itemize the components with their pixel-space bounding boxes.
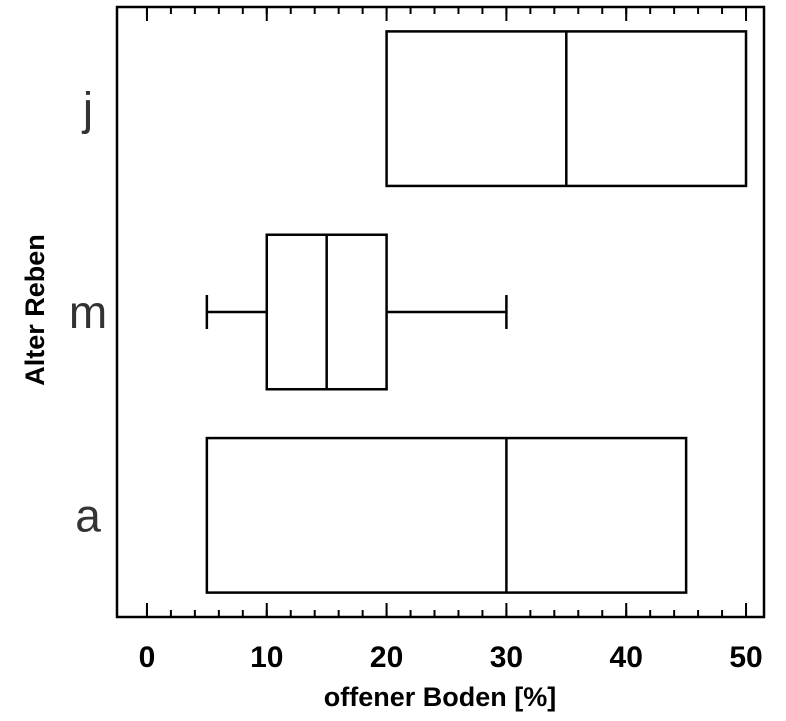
box-iqr [205, 436, 688, 594]
x-tick-label: 50 [729, 641, 762, 674]
x-tick-label: 20 [370, 641, 403, 674]
x-axis-title: offener Boden [%] [324, 682, 557, 712]
y-category-label: m [69, 286, 107, 338]
box-j [385, 30, 748, 188]
x-tick-labels: 0 10 20 30 40 50 [139, 641, 763, 674]
box-m [205, 233, 508, 391]
x-tick-label: 40 [610, 641, 643, 674]
x-tick-label: 0 [139, 641, 156, 674]
box-a [205, 436, 688, 594]
y-category-label: a [75, 489, 101, 541]
y-category-labels: j m a [69, 83, 107, 542]
box-group [205, 30, 748, 594]
y-axis-title: Alter Reben [20, 234, 50, 386]
x-tick-label: 30 [490, 641, 523, 674]
x-tick-label: 10 [250, 641, 283, 674]
plot-frame [115, 5, 766, 619]
y-category-label: j [81, 83, 93, 135]
x-major-ticks [145, 7, 748, 617]
